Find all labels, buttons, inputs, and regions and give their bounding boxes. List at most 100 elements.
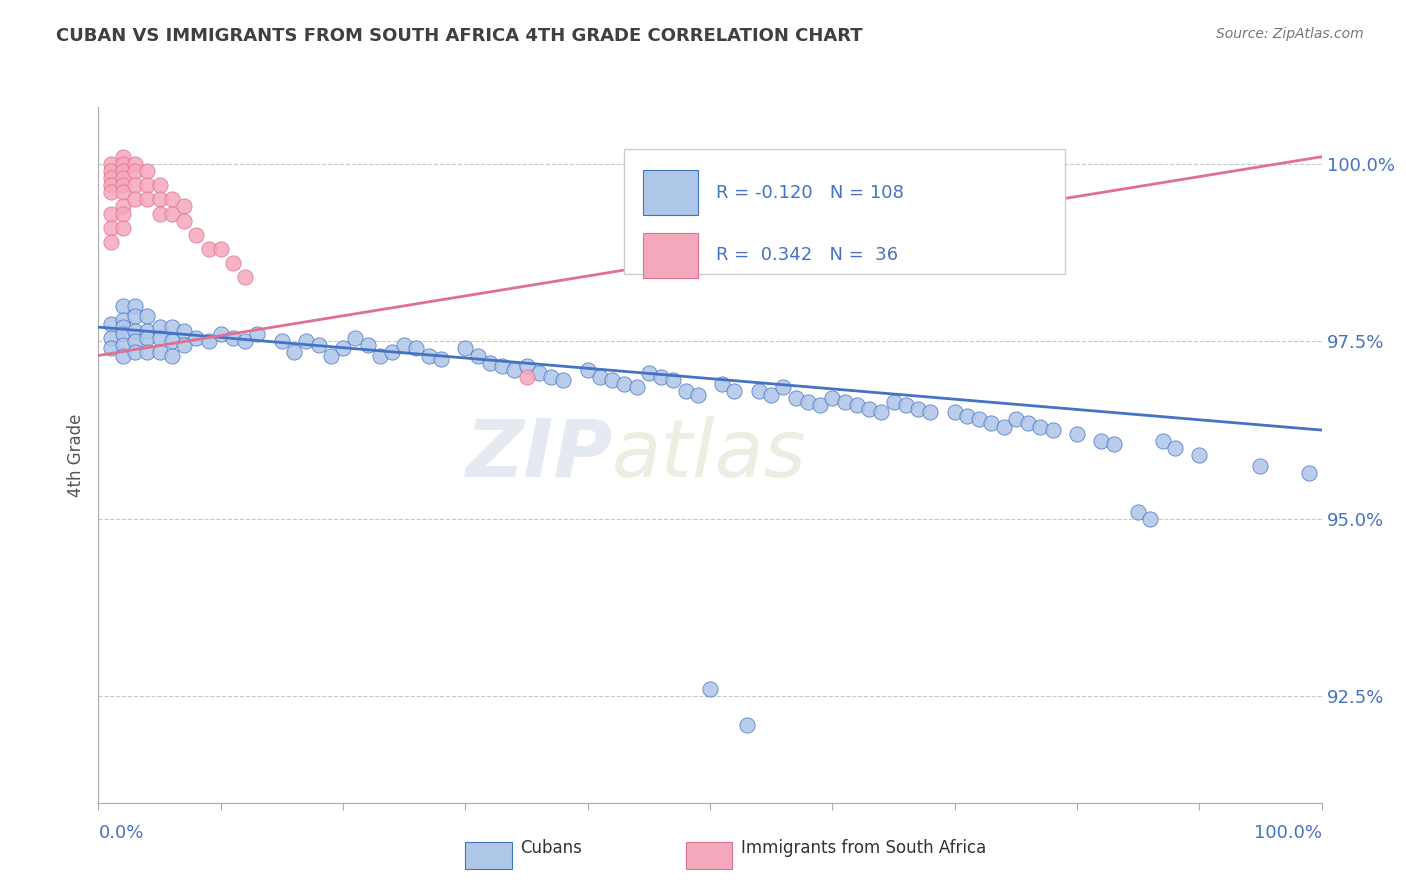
Point [100, 164, 122, 178]
Point [808, 398, 831, 412]
Point [186, 331, 208, 345]
Point [980, 416, 1002, 430]
Point [785, 391, 807, 405]
Point [527, 366, 550, 380]
Text: R =  0.342   N =  36: R = 0.342 N = 36 [716, 246, 898, 264]
Point [100, 317, 122, 331]
Point [308, 338, 330, 352]
FancyBboxPatch shape [643, 170, 697, 215]
Point [209, 327, 232, 342]
Point [418, 349, 440, 363]
Point [124, 324, 146, 338]
Point [149, 192, 172, 206]
Point [772, 380, 794, 394]
Point [283, 345, 305, 359]
Point [675, 384, 697, 398]
Point [111, 320, 134, 334]
Point [124, 192, 146, 206]
Text: 0.0%: 0.0% [98, 824, 143, 842]
Point [136, 178, 159, 193]
Point [637, 366, 661, 380]
Point [368, 349, 391, 363]
Point [100, 157, 122, 171]
Point [100, 171, 122, 186]
Point [797, 394, 820, 409]
Point [662, 373, 685, 387]
Point [1249, 458, 1271, 473]
Point [405, 342, 427, 356]
Point [491, 359, 513, 374]
Point [124, 178, 146, 193]
Point [858, 401, 880, 416]
Point [883, 394, 905, 409]
Point [381, 345, 404, 359]
Point [111, 178, 134, 193]
Point [186, 227, 208, 242]
Point [111, 186, 134, 200]
Point [100, 206, 122, 220]
Text: atlas: atlas [612, 416, 807, 494]
Point [1128, 505, 1150, 519]
Point [1188, 448, 1211, 462]
Point [100, 186, 122, 200]
Point [149, 331, 172, 345]
FancyBboxPatch shape [643, 233, 697, 277]
Point [332, 342, 354, 356]
Point [699, 682, 721, 697]
Point [111, 171, 134, 186]
Point [160, 334, 183, 349]
Point [111, 206, 134, 220]
Point [430, 352, 453, 367]
Point [149, 345, 172, 359]
Point [1017, 416, 1039, 430]
Point [515, 359, 537, 374]
Point [111, 164, 134, 178]
Point [711, 376, 734, 391]
Point [356, 338, 378, 352]
Point [821, 391, 844, 405]
Point [160, 192, 183, 206]
Point [124, 157, 146, 171]
Point [723, 384, 745, 398]
Point [1004, 412, 1026, 426]
Point [943, 405, 966, 419]
Point [136, 310, 159, 324]
Point [173, 199, 195, 213]
Point [149, 178, 172, 193]
Point [246, 327, 269, 342]
Point [209, 242, 232, 256]
Point [136, 345, 159, 359]
Point [100, 235, 122, 249]
Point [111, 327, 134, 342]
Text: R = -0.120   N = 108: R = -0.120 N = 108 [716, 184, 904, 202]
Point [515, 369, 537, 384]
Point [1042, 423, 1064, 437]
Point [1102, 437, 1125, 451]
Point [1152, 434, 1174, 448]
Point [111, 313, 134, 327]
Point [136, 164, 159, 178]
Point [124, 164, 146, 178]
Point [540, 369, 562, 384]
Point [222, 256, 245, 270]
Point [467, 349, 489, 363]
Point [149, 320, 172, 334]
Point [136, 192, 159, 206]
Text: Cubans: Cubans [520, 839, 582, 857]
Point [100, 342, 122, 356]
Point [894, 398, 917, 412]
Text: ZIP: ZIP [465, 416, 612, 494]
Point [111, 150, 134, 164]
Point [626, 380, 648, 394]
Point [1029, 419, 1052, 434]
Point [600, 373, 623, 387]
Point [136, 331, 159, 345]
Point [1164, 441, 1187, 455]
Point [124, 334, 146, 349]
Point [1139, 512, 1161, 526]
Point [967, 412, 990, 426]
Point [553, 373, 575, 387]
FancyBboxPatch shape [465, 842, 512, 869]
Point [907, 401, 929, 416]
Point [173, 324, 195, 338]
